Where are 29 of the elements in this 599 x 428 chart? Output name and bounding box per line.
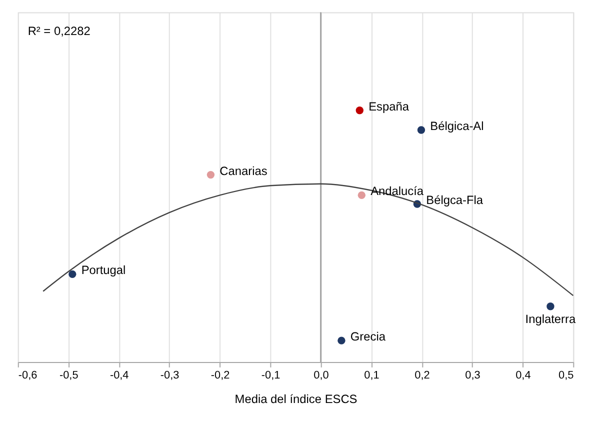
point xyxy=(68,270,76,278)
x-tick-label: -0,2 xyxy=(210,369,230,382)
x-axis-title: Media del índice ESCS xyxy=(234,392,358,406)
text: R² = 0,2282 xyxy=(28,24,91,38)
point xyxy=(358,191,366,200)
point xyxy=(546,302,554,310)
x-tick-label: -0,5 xyxy=(59,369,78,382)
x-tick-label: -0,3 xyxy=(160,369,180,382)
x-tick-label: -0,4 xyxy=(110,369,129,382)
point xyxy=(356,106,364,114)
x-tick-label: 0,5 xyxy=(558,369,574,382)
annotation: Bélgica-Al xyxy=(430,119,484,134)
annotation: Bélgca-Fla xyxy=(426,192,484,207)
annotation: Andalucía xyxy=(370,184,424,198)
point xyxy=(338,336,346,344)
point xyxy=(417,126,426,134)
x-tick-label: -0,1 xyxy=(261,369,280,382)
annotation: Grecia xyxy=(350,330,386,344)
annotation: España xyxy=(368,99,410,114)
x-tick-label: -0,6 xyxy=(18,369,38,382)
x-tick-label: 0,4 xyxy=(516,369,531,382)
x-tick-label: 0,0 xyxy=(314,369,329,382)
x-tick-label: 0,1 xyxy=(364,369,380,382)
annotation: Canarias xyxy=(220,164,268,178)
x-tick-label: 0,3 xyxy=(465,369,480,382)
annotation: Portugal xyxy=(81,263,126,278)
point xyxy=(206,170,215,179)
x-tick-label: 0,2 xyxy=(414,369,430,382)
annotation: Inglaterra xyxy=(525,312,576,326)
